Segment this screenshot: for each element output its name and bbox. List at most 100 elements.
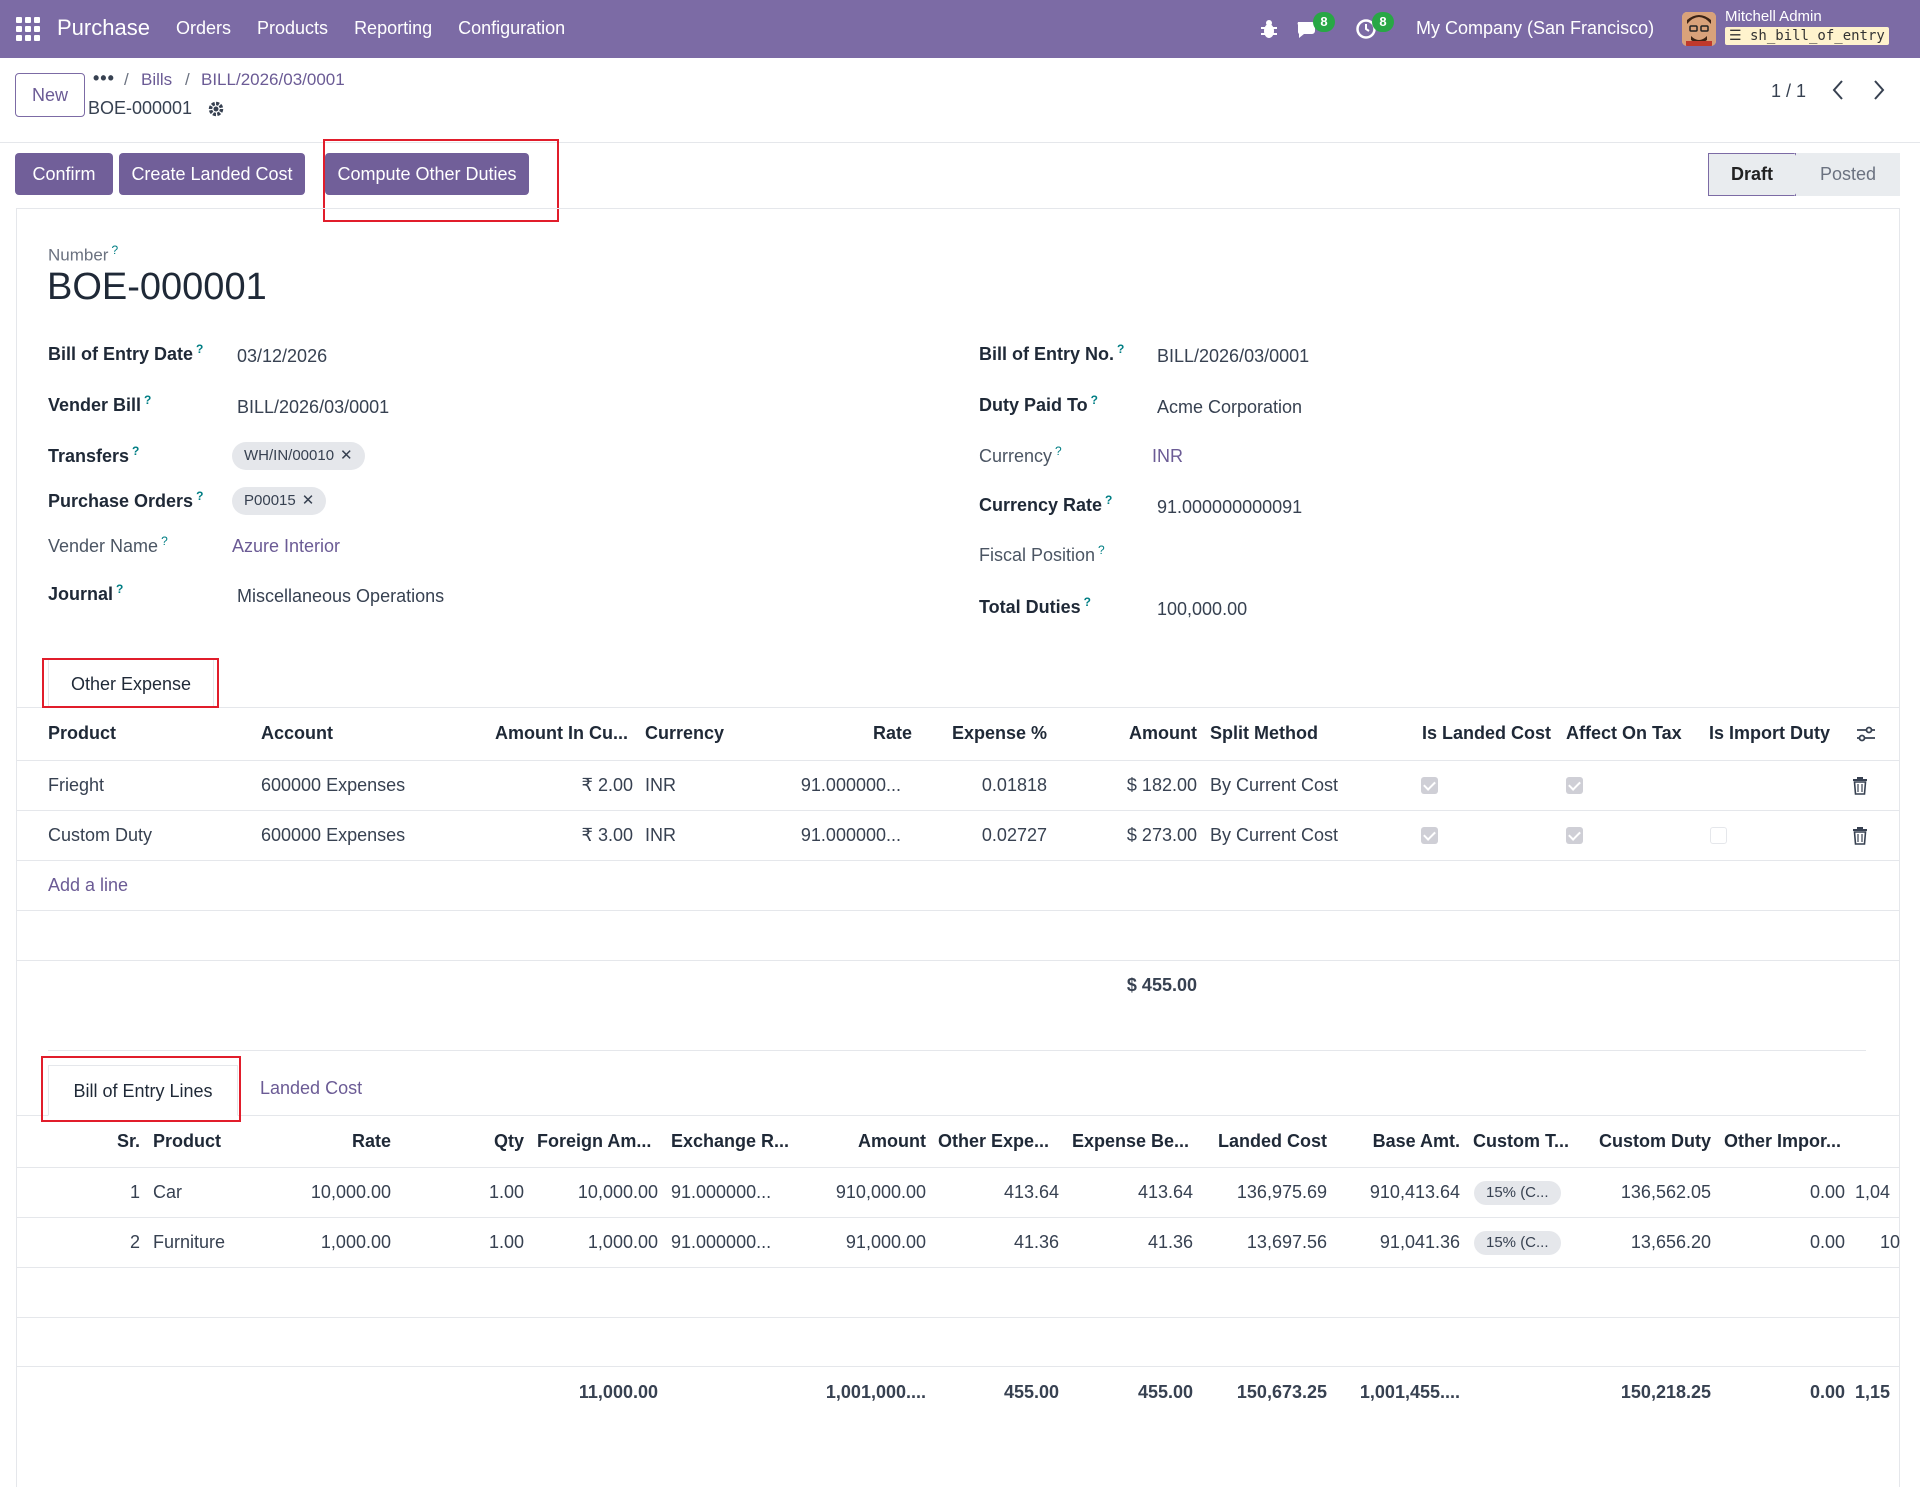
menu-products[interactable]: Products — [257, 18, 329, 38]
duty-paid-value[interactable]: Acme Corporation — [1157, 397, 1303, 417]
expense-pct[interactable]: 0.02727 — [981, 825, 1047, 845]
help-icon[interactable]: ? — [1083, 595, 1092, 609]
line-custom-duty[interactable]: 136,562.05 — [1620, 1182, 1711, 1202]
remove-tag-icon[interactable]: ✕ — [301, 492, 315, 509]
affect-on-tax-checkbox[interactable] — [1566, 827, 1583, 844]
help-icon[interactable]: ? — [161, 534, 168, 548]
is-import-duty-checkbox[interactable] — [1710, 827, 1727, 844]
expense-account[interactable]: 600000 Expenses — [261, 775, 406, 795]
currency-value[interactable]: INR — [1152, 446, 1183, 466]
line-other-expense[interactable]: 41.36 — [1013, 1232, 1059, 1252]
col-amount[interactable]: Amount — [858, 1131, 926, 1151]
help-icon[interactable]: ? — [1105, 493, 1113, 507]
line-expense-before[interactable]: 41.36 — [1147, 1232, 1193, 1252]
help-icon[interactable]: ? — [111, 243, 119, 257]
help-icon[interactable]: ? — [196, 489, 204, 503]
help-icon[interactable]: ? — [1098, 543, 1105, 557]
line-product[interactable]: Car — [153, 1182, 183, 1202]
col-amount[interactable]: Amount — [1129, 723, 1197, 743]
custom-tax-tag[interactable]: 15% (C... — [1474, 1181, 1561, 1205]
breadcrumb-bills[interactable]: Bills — [141, 70, 173, 89]
expense-currency[interactable]: INR — [645, 775, 676, 795]
col-exchange-rate[interactable]: Exchange R... — [671, 1131, 790, 1151]
col-other-import[interactable]: Other Impor... — [1724, 1131, 1842, 1151]
tab-other-expense[interactable]: Other Expense — [48, 659, 214, 708]
expense-account[interactable]: 600000 Expenses — [261, 825, 406, 845]
help-icon[interactable]: ? — [116, 582, 124, 596]
col-amount-in-currency[interactable]: Amount In Cu... — [495, 723, 628, 743]
status-posted[interactable]: Posted — [1796, 153, 1900, 196]
status-draft[interactable]: Draft — [1708, 153, 1796, 196]
affect-on-tax-checkbox[interactable] — [1566, 777, 1583, 794]
line-base-amount[interactable]: 910,413.64 — [1369, 1182, 1460, 1202]
pager-value[interactable]: 1 / 1 — [1771, 81, 1807, 101]
boe-date-value[interactable]: 03/12/2026 — [237, 346, 328, 366]
expense-amount-currency[interactable]: ₹ 2.00 — [581, 775, 634, 795]
col-is-landed-cost[interactable]: Is Landed Cost — [1422, 723, 1552, 743]
breadcrumb-bill-record[interactable]: BILL/2026/03/0001 — [201, 70, 345, 89]
help-icon[interactable]: ? — [196, 342, 204, 356]
line-other-expense[interactable]: 413.64 — [1003, 1182, 1059, 1202]
col-expense-before[interactable]: Expense Be... — [1072, 1131, 1190, 1151]
line-amount[interactable]: 910,000.00 — [835, 1182, 926, 1202]
create-landed-cost-button[interactable]: Create Landed Cost — [119, 153, 305, 195]
tab-landed-cost[interactable]: Landed Cost — [260, 1078, 363, 1098]
vender-bill-value[interactable]: BILL/2026/03/0001 — [237, 397, 390, 417]
expense-product[interactable]: Frieght — [48, 775, 105, 795]
col-product[interactable]: Product — [153, 1131, 222, 1151]
col-qty[interactable]: Qty — [493, 1131, 524, 1151]
debug-bug-icon[interactable] — [1259, 18, 1279, 40]
line-qty[interactable]: 1.00 — [488, 1182, 524, 1202]
col-split-method[interactable]: Split Method — [1210, 723, 1318, 743]
line-landed-cost[interactable]: 13,697.56 — [1246, 1232, 1327, 1252]
expense-amount[interactable]: $ 182.00 — [1126, 775, 1197, 795]
line-rate[interactable]: 10,000.00 — [310, 1182, 391, 1202]
col-foreign-amount[interactable]: Foreign Am... — [537, 1131, 652, 1151]
line-other-import[interactable]: 0.00 — [1809, 1232, 1845, 1252]
remove-tag-icon[interactable]: ✕ — [340, 447, 353, 464]
expense-pct[interactable]: 0.01818 — [981, 775, 1047, 795]
is-landed-cost-checkbox[interactable] — [1421, 827, 1438, 844]
trash-icon[interactable] — [1852, 827, 1868, 845]
col-sr[interactable]: Sr. — [117, 1131, 141, 1151]
col-custom-duty[interactable]: Custom Duty — [1599, 1131, 1711, 1151]
help-icon[interactable]: ? — [1055, 444, 1062, 458]
boe-no-value[interactable]: BILL/2026/03/0001 — [1157, 346, 1310, 366]
expense-split-method[interactable]: By Current Cost — [1210, 775, 1339, 795]
line-exchange-rate[interactable]: 91.000000... — [671, 1232, 772, 1252]
menu-configuration[interactable]: Configuration — [458, 18, 566, 38]
line-exchange-rate[interactable]: 91.000000... — [671, 1182, 772, 1202]
is-landed-cost-checkbox[interactable] — [1421, 777, 1438, 794]
app-grid-icon[interactable] — [16, 17, 40, 41]
col-landed-cost[interactable]: Landed Cost — [1217, 1131, 1327, 1151]
line-expense-before[interactable]: 413.64 — [1137, 1182, 1193, 1202]
col-other-expense[interactable]: Other Expe... — [938, 1131, 1050, 1151]
expense-currency[interactable]: INR — [645, 825, 676, 845]
expense-amount-currency[interactable]: ₹ 3.00 — [581, 825, 634, 845]
tab-bill-of-entry-lines[interactable]: Bill of Entry Lines — [48, 1065, 238, 1116]
company-switcher[interactable]: My Company (San Francisco) — [1416, 18, 1655, 38]
expense-rate[interactable]: 91.000000... — [800, 775, 901, 795]
help-icon[interactable]: ? — [1090, 393, 1099, 407]
line-product[interactable]: Furniture — [153, 1232, 226, 1252]
chevron-right-icon[interactable] — [1869, 78, 1889, 102]
new-button[interactable]: New — [15, 73, 85, 117]
trash-icon[interactable] — [1852, 777, 1868, 795]
currency-rate-value[interactable]: 91.000000000091 — [1157, 497, 1303, 517]
line-foreign-amount[interactable]: 1,000.00 — [587, 1232, 658, 1252]
breadcrumb-more-icon[interactable]: ••• — [93, 68, 115, 88]
user-name[interactable]: Mitchell Admin — [1725, 8, 1822, 25]
col-rate[interactable]: Rate — [351, 1131, 391, 1151]
expense-split-method[interactable]: By Current Cost — [1210, 825, 1339, 845]
confirm-button[interactable]: Confirm — [15, 153, 113, 195]
user-avatar[interactable] — [1682, 12, 1716, 46]
compute-other-duties-button[interactable]: Compute Other Duties — [325, 153, 529, 195]
chat-icon[interactable] — [1295, 18, 1319, 40]
expense-rate[interactable]: 91.000000... — [800, 825, 901, 845]
help-icon[interactable]: ? — [1117, 342, 1125, 356]
line-base-amount[interactable]: 91,041.36 — [1379, 1232, 1460, 1252]
help-icon[interactable]: ? — [132, 444, 140, 458]
expense-product[interactable]: Custom Duty — [48, 825, 153, 845]
menu-reporting[interactable]: Reporting — [354, 18, 433, 38]
col-expense-pct[interactable]: Expense % — [951, 723, 1047, 743]
